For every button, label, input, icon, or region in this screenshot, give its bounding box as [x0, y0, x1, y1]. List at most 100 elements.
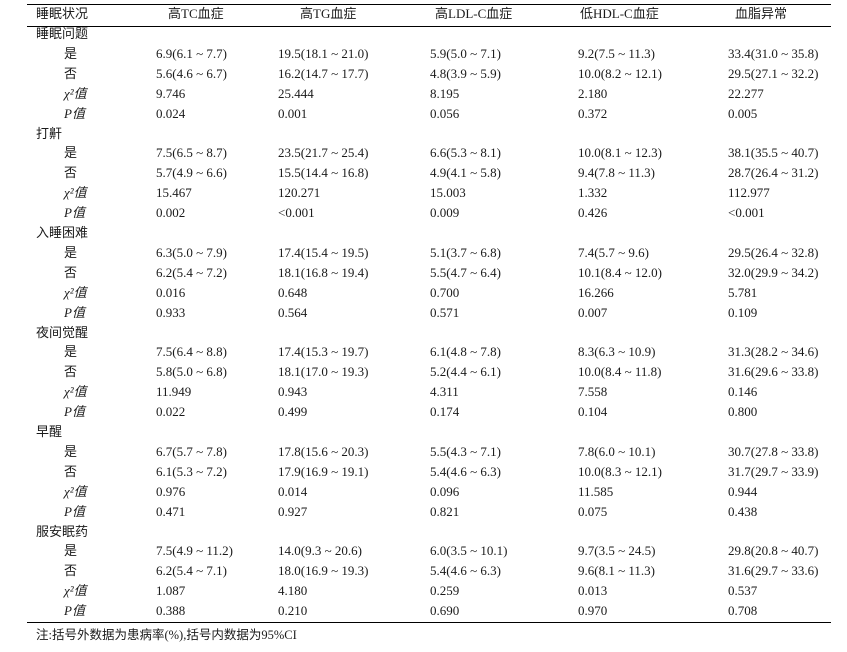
table-cell: 15.003 [430, 185, 466, 201]
table-row: P值 0.022 0.499 0.174 0.104 0.800 [0, 402, 847, 422]
group-title: 睡眠问题 [36, 26, 89, 41]
table-row: 是 7.5(6.4 ~ 8.8) 17.4(15.3 ~ 19.7) 6.1(4.8 … [0, 342, 847, 362]
row-label: 否 [64, 463, 78, 479]
row-label: χ²值 [64, 483, 87, 499]
table-cell: 112.977 [728, 185, 770, 201]
table-cell: 7.5(6.5 ~ 8.7) [156, 145, 227, 161]
table-cell: 25.444 [278, 85, 314, 101]
table-cell: 0.471 [156, 503, 186, 519]
table-cell: 7.558 [578, 384, 608, 400]
table-cell: 0.022 [156, 404, 186, 420]
table-row: 是 7.5(4.9 ~ 11.2) 14.0(9.3 ~ 20.6) 6.0(3.5 … [0, 541, 847, 561]
table-cell: 0.690 [430, 603, 460, 619]
table-cell: 0.009 [430, 205, 460, 221]
table-cell: 5.5(4.3 ~ 7.1) [430, 443, 501, 459]
table-cell: 29.8(20.8 ~ 40.7) [728, 543, 819, 559]
table-cell: 0.146 [728, 384, 758, 400]
table-row: 否 5.6(4.6 ~ 6.7) 16.2(14.7 ~ 17.7) 4.8(3.9 … [0, 64, 847, 84]
table-cell: 0.571 [430, 304, 460, 320]
table-cell: <0.001 [278, 205, 315, 221]
row-label: P值 [64, 503, 85, 519]
table-cell: 0.372 [578, 105, 608, 121]
table-cell: 6.9(6.1 ~ 7.7) [156, 45, 227, 61]
table-cell: 6.1(5.3 ~ 7.2) [156, 463, 227, 479]
table-cell: 0.933 [156, 304, 186, 320]
table-header-rule [27, 26, 831, 27]
table-cell: 0.014 [278, 483, 308, 499]
table-cell: 16.266 [578, 284, 614, 300]
table-row: 否 6.2(5.4 ~ 7.1) 18.0(16.9 ~ 19.3) 5.4(4.6 … [0, 561, 847, 581]
table-cell: 7.4(5.7 ~ 9.6) [578, 244, 649, 260]
table-top-rule [27, 4, 831, 5]
table-cell: 4.8(3.9 ~ 5.9) [430, 65, 501, 81]
table-row: P值 0.024 0.001 0.056 0.372 0.005 [0, 104, 847, 124]
table-cell: 1.332 [578, 185, 608, 201]
table-row: P值 0.471 0.927 0.821 0.075 0.438 [0, 502, 847, 522]
table-cell: 8.195 [430, 85, 460, 101]
table-row: χ²值 0.016 0.648 0.700 16.266 5.781 [0, 283, 847, 303]
table-cell: 9.7(3.5 ~ 24.5) [578, 543, 656, 559]
table-row: 否 6.2(5.4 ~ 7.2) 18.1(16.8 ~ 19.4) 5.5(4.7 … [0, 263, 847, 283]
table-cell: 0.007 [578, 304, 608, 320]
header-high-tg: 高TG血症 [300, 6, 357, 21]
table-cell: 10.0(8.1 ~ 12.3) [578, 145, 662, 161]
table-cell: 29.5(27.1 ~ 32.2) [728, 65, 819, 81]
table-cell: 17.8(15.6 ~ 20.3) [278, 443, 369, 459]
table-cell: 6.1(4.8 ~ 7.8) [430, 344, 501, 360]
table-cell: 5.4(4.6 ~ 6.3) [430, 463, 501, 479]
group-title: 夜间觉醒 [36, 324, 89, 340]
table-cell: 17.4(15.3 ~ 19.7) [278, 344, 369, 360]
table-cell: 6.2(5.4 ~ 7.1) [156, 563, 227, 579]
table-cell: 0.700 [430, 284, 460, 300]
table-cell: 9.6(8.1 ~ 11.3) [578, 563, 655, 579]
table-cell: 5.4(4.6 ~ 6.3) [430, 563, 501, 579]
table-cell: 0.388 [156, 603, 186, 619]
row-label: P值 [64, 404, 85, 420]
table-cell: 10.0(8.3 ~ 12.1) [578, 463, 662, 479]
table-cell: 14.0(9.3 ~ 20.6) [278, 543, 362, 559]
table-cell: 0.438 [728, 503, 758, 519]
row-label: P值 [64, 304, 85, 320]
table-cell: 0.708 [728, 603, 758, 619]
table-cell: 7.8(6.0 ~ 10.1) [578, 443, 656, 459]
table-row: 否 6.1(5.3 ~ 7.2) 17.9(16.9 ~ 19.1) 5.4(4.6 … [0, 462, 847, 482]
table-row: 否 5.8(5.0 ~ 6.8) 18.1(17.0 ~ 19.3) 5.2(4.4 … [0, 362, 847, 382]
row-label: 否 [64, 364, 78, 380]
table-cell: 0.943 [278, 384, 308, 400]
table-cell: 0.426 [578, 205, 608, 221]
row-label: 否 [64, 165, 78, 181]
table-cell: 31.6(29.6 ~ 33.8) [728, 364, 819, 380]
table-cell: 33.4(31.0 ~ 35.8) [728, 45, 819, 61]
row-label: 是 [64, 45, 78, 61]
row-label: 是 [64, 543, 78, 559]
row-label: χ²值 [64, 583, 87, 599]
table-row: χ²值 15.467 120.271 15.003 1.332 112.977 [0, 183, 847, 203]
table-row: 是 6.7(5.7 ~ 7.8) 17.8(15.6 ~ 20.3) 5.5(4.3 … [0, 442, 847, 462]
table-cell: 0.821 [430, 503, 460, 519]
table-cell: 5.781 [728, 284, 758, 300]
row-label: 否 [64, 65, 78, 81]
table-cell: 0.800 [728, 404, 758, 420]
table-cell: 0.016 [156, 284, 186, 300]
row-label: 否 [64, 563, 78, 579]
row-label: 是 [64, 443, 78, 459]
table-cell: 0.109 [728, 304, 758, 320]
table-cell: 19.5(18.1 ~ 21.0) [278, 45, 369, 61]
table-cell: 5.8(5.0 ~ 6.8) [156, 364, 227, 380]
table-cell: 0.001 [278, 105, 308, 121]
table-row: 是 6.9(6.1 ~ 7.7) 19.5(18.1 ~ 21.0) 5.9(5.0 … [0, 44, 847, 64]
table-cell: 0.005 [728, 105, 758, 121]
table-cell: 0.944 [728, 483, 758, 499]
table-cell: 18.1(16.8 ~ 19.4) [278, 264, 369, 280]
table-cell: 6.2(5.4 ~ 7.2) [156, 264, 227, 280]
table-row: P值 0.388 0.210 0.690 0.970 0.708 [0, 601, 847, 621]
table-cell: 0.648 [278, 284, 308, 300]
group-title-row: 入睡困难 [0, 223, 847, 243]
table-cell: 31.7(29.7 ~ 33.9) [728, 463, 819, 479]
table-cell: 7.5(6.4 ~ 8.8) [156, 344, 227, 360]
header-dyslipidemia: 血脂异常 [735, 6, 788, 21]
table-cell: 10.0(8.2 ~ 12.1) [578, 65, 662, 81]
table-row: P值 0.933 0.564 0.571 0.007 0.109 [0, 303, 847, 323]
row-label: χ²值 [64, 85, 87, 101]
row-label: 是 [64, 344, 78, 360]
